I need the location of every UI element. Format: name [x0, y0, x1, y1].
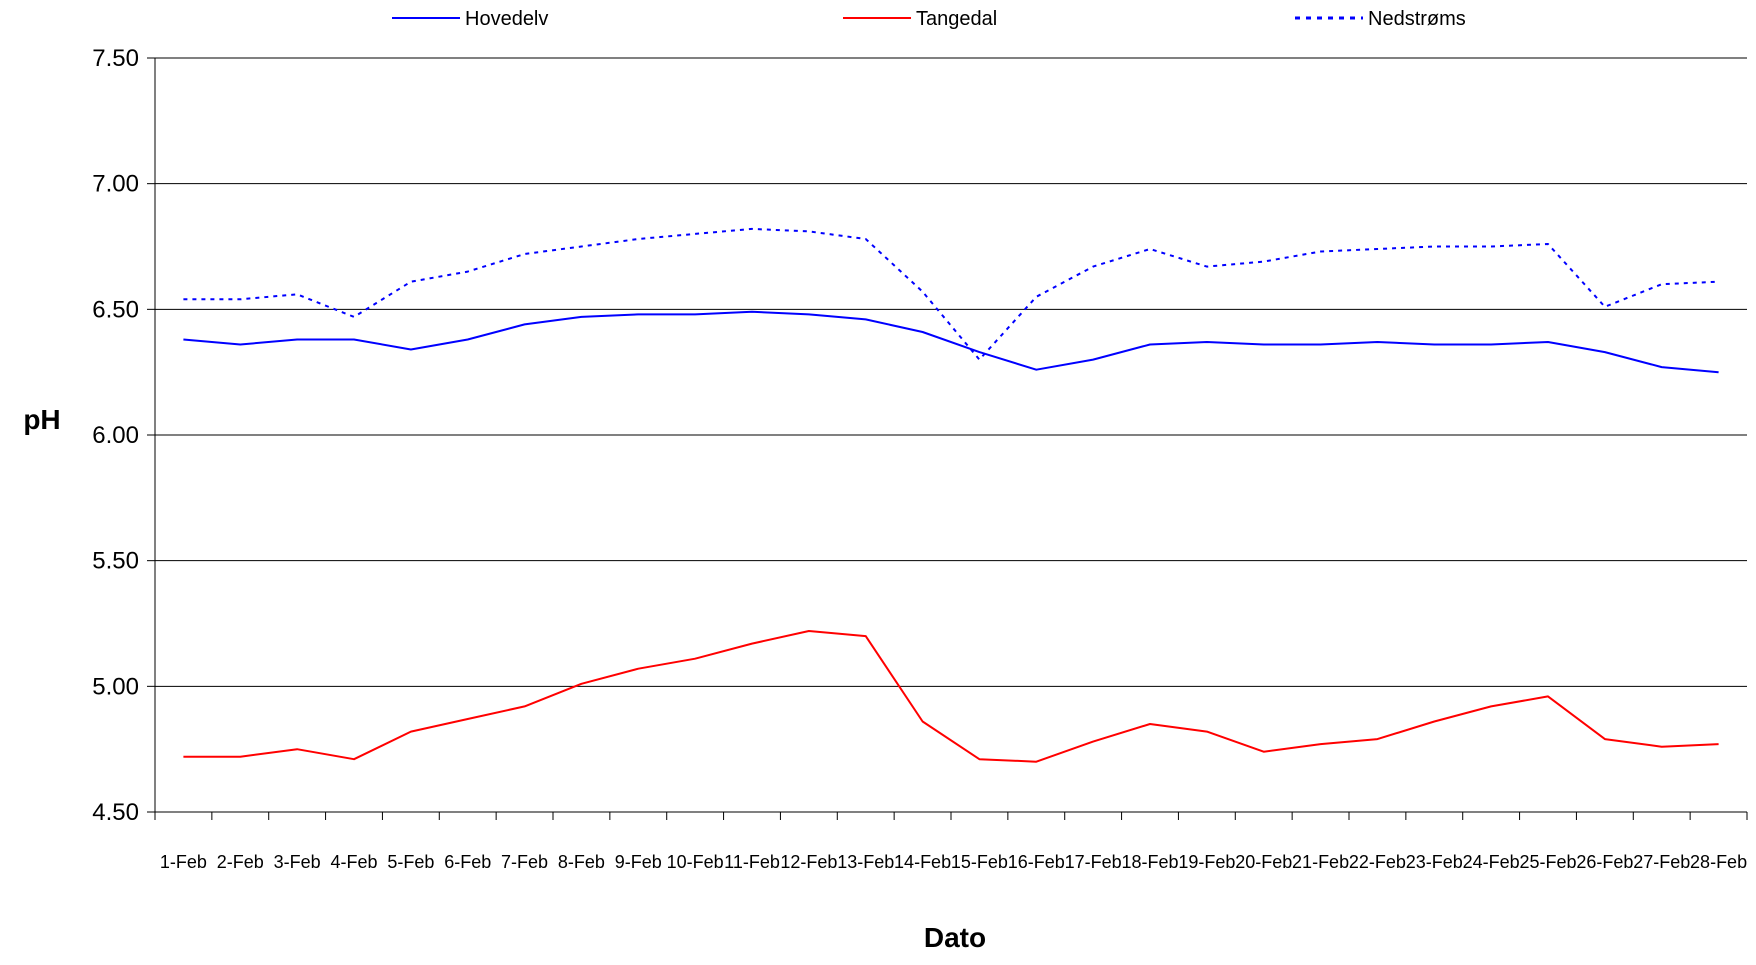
x-tick-label: 26-Feb	[1576, 852, 1633, 872]
x-tick-label: 11-Feb	[724, 852, 780, 872]
legend-label: Tangedal	[916, 8, 997, 30]
y-tick-label: 5.50	[92, 548, 139, 575]
x-tick-label: 9-Feb	[615, 852, 662, 872]
y-axis-title: pH	[23, 404, 60, 435]
x-tick-label: 12-Feb	[780, 852, 837, 872]
x-tick-label: 13-Feb	[837, 852, 894, 872]
x-tick-label: 17-Feb	[1065, 852, 1122, 872]
x-tick-label: 10-Feb	[667, 852, 724, 872]
series-line-nedstrøms	[183, 227, 1719, 361]
x-tick-label: 21-Feb	[1292, 852, 1349, 872]
x-tick-label: 28-Feb	[1690, 852, 1747, 872]
x-tick-label: 4-Feb	[330, 852, 377, 872]
x-axis-title: Dato	[924, 922, 986, 953]
x-tick-label: 18-Feb	[1121, 852, 1178, 872]
x-tick-label: 3-Feb	[274, 852, 321, 872]
y-tick-label: 4.50	[92, 799, 139, 826]
gridlines	[155, 57, 1747, 813]
x-tick-label: 23-Feb	[1406, 852, 1463, 872]
series-layer	[183, 227, 1719, 763]
x-tick-label: 7-Feb	[501, 852, 548, 872]
y-tick-label: 7.50	[92, 45, 139, 72]
y-tick-label: 6.00	[92, 422, 139, 449]
x-tick-label: 27-Feb	[1633, 852, 1690, 872]
series-line-hovedelv	[183, 310, 1719, 374]
x-axis: 1-Feb 2-Feb 3-Feb 4-Feb 5-Feb 6-Feb 7-Feb 8-Feb…	[154, 812, 1748, 872]
x-tick-label: 5-Feb	[387, 852, 434, 872]
x-tick-label: 6-Feb	[444, 852, 491, 872]
x-tick-label: 15-Feb	[951, 852, 1008, 872]
legend-label: Nedstrøms	[1368, 8, 1466, 30]
y-tick-label: 7.00	[92, 171, 139, 198]
legend: Hovedelv Tangedal Nedstrøms	[392, 8, 1466, 30]
y-axis: 7.50 7.00 6.50 6.00 5.50 5.00 4.50	[92, 45, 155, 826]
x-tick-label: 16-Feb	[1008, 852, 1065, 872]
x-tick-label: 25-Feb	[1519, 852, 1576, 872]
legend-label: Hovedelv	[465, 8, 548, 30]
x-tick-label: 14-Feb	[894, 852, 951, 872]
x-tick-label: 24-Feb	[1463, 852, 1520, 872]
x-tick-label: 20-Feb	[1235, 852, 1292, 872]
y-tick-label: 5.00	[92, 673, 139, 700]
x-tick-label: 2-Feb	[217, 852, 264, 872]
x-tick-label: 1-Feb	[160, 852, 207, 872]
x-tick-label: 22-Feb	[1349, 852, 1406, 872]
x-tick-label: 8-Feb	[558, 852, 605, 872]
x-tick-label: 19-Feb	[1178, 852, 1235, 872]
series-line-tangedal	[183, 630, 1719, 763]
y-tick-label: 6.50	[92, 296, 139, 323]
